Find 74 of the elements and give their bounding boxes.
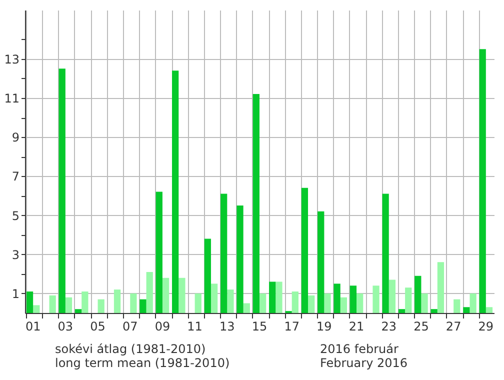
bar bbox=[140, 299, 146, 313]
text: 2016 február February 2016 bbox=[320, 342, 408, 370]
bar bbox=[430, 309, 438, 313]
bar bbox=[398, 309, 406, 313]
bar bbox=[58, 68, 66, 313]
bar bbox=[74, 309, 82, 313]
x-tick-label: 15 bbox=[252, 320, 268, 334]
x-tick-label: 29 bbox=[478, 320, 494, 334]
bar bbox=[318, 211, 324, 313]
bar bbox=[114, 290, 121, 313]
bar bbox=[130, 293, 137, 313]
bar bbox=[204, 238, 211, 313]
bar bbox=[405, 288, 412, 313]
y-tick-label: 3 bbox=[12, 248, 20, 262]
bar bbox=[324, 293, 331, 313]
x-tick-label: 17 bbox=[284, 320, 300, 334]
bar bbox=[260, 293, 266, 313]
x-tick-label: 27 bbox=[446, 320, 462, 334]
y-tick-label: 1 bbox=[12, 286, 20, 301]
bar bbox=[356, 293, 364, 313]
y-tick-label: 7 bbox=[12, 170, 20, 184]
x-tick-label: 13 bbox=[220, 320, 235, 334]
bar bbox=[252, 94, 260, 313]
bar bbox=[301, 188, 308, 313]
y-tick-label: 5 bbox=[12, 208, 20, 223]
x-tick-label: 19 bbox=[316, 320, 332, 334]
bar bbox=[292, 291, 298, 313]
bar bbox=[33, 305, 40, 313]
bar bbox=[178, 278, 186, 313]
bar bbox=[269, 282, 276, 313]
bar bbox=[486, 307, 493, 313]
x-tick-label: 21 bbox=[348, 320, 364, 334]
bar bbox=[421, 293, 428, 313]
bar bbox=[414, 276, 422, 313]
y-tick-label: 11 bbox=[4, 91, 20, 106]
text: sokévi átlag (1981-2010) long term mean (1981-2010) bbox=[55, 342, 230, 370]
x-tick-label: 11 bbox=[187, 320, 202, 334]
bar bbox=[437, 262, 444, 313]
bar bbox=[49, 295, 56, 313]
bar bbox=[26, 291, 34, 313]
bar bbox=[194, 293, 202, 313]
bar bbox=[470, 293, 476, 313]
bar bbox=[243, 303, 250, 313]
bar bbox=[479, 49, 486, 313]
y-tick-label: 13 bbox=[4, 52, 20, 66]
bar bbox=[162, 278, 170, 313]
y-tick-label: 9 bbox=[12, 130, 20, 145]
bar bbox=[172, 70, 179, 313]
bar bbox=[146, 272, 153, 313]
x-tick-label: 09 bbox=[154, 320, 170, 334]
bar bbox=[65, 297, 72, 313]
x-tick-label: 23 bbox=[381, 320, 397, 334]
bar bbox=[227, 290, 234, 313]
bar bbox=[308, 295, 315, 313]
bar bbox=[236, 205, 244, 313]
bar bbox=[276, 282, 282, 313]
x-tick-label: 25 bbox=[414, 320, 429, 334]
bar bbox=[463, 307, 470, 313]
x-tick-label: 05 bbox=[90, 320, 106, 334]
bar bbox=[98, 299, 104, 313]
bar bbox=[82, 291, 88, 313]
bar bbox=[454, 299, 460, 313]
bar bbox=[156, 192, 162, 313]
bar bbox=[388, 280, 396, 313]
bar bbox=[340, 297, 347, 313]
x-tick-label: 03 bbox=[58, 320, 74, 334]
bar bbox=[210, 284, 218, 313]
x-tick-label: 01 bbox=[25, 320, 41, 334]
bar bbox=[382, 194, 389, 313]
bar bbox=[220, 194, 228, 313]
bar bbox=[334, 284, 340, 313]
x-tick-label: 07 bbox=[122, 320, 138, 334]
bar bbox=[372, 286, 380, 313]
bar bbox=[350, 286, 357, 313]
